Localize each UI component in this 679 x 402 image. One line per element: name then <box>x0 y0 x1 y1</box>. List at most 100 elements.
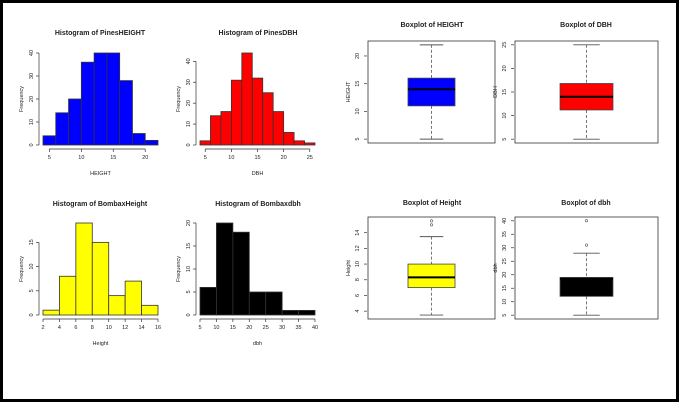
x-tick-label: 5 <box>198 325 201 331</box>
y-tick-label: 30 <box>29 73 35 79</box>
y-axis-label: Frequency <box>19 256 25 282</box>
x-tick-label: 15 <box>230 325 236 331</box>
y-axis-label: Frequency <box>176 86 182 112</box>
histogram-bar <box>281 309 299 316</box>
y-tick-label: 20 <box>186 100 192 106</box>
histogram-bar <box>55 112 69 146</box>
x-tick-label: 4 <box>58 325 61 331</box>
histogram-bar <box>132 133 146 146</box>
y-tick-label: 0 <box>29 143 35 146</box>
y-tick-label: 40 <box>186 58 192 64</box>
x-tick-label: 12 <box>122 325 128 331</box>
histogram-bar <box>42 135 57 146</box>
histogram-bar <box>144 139 159 146</box>
y-tick-label: 40 <box>29 50 35 56</box>
histogram-bar <box>265 291 283 316</box>
y-tick-label: 35 <box>502 231 508 237</box>
y-tick-label: 30 <box>186 79 192 85</box>
chart-title: Boxplot of dbh <box>561 200 610 207</box>
panel-8: Boxplot of dbh 5 10 15 20 25 30 35 40 dbh <box>493 200 659 320</box>
y-axis-label: Frequency <box>19 86 25 112</box>
panel-3: Boxplot of HEIGHT 5 10 15 20 HEIGHT <box>346 22 496 144</box>
plot-frame <box>514 216 659 320</box>
histogram-bar <box>91 241 110 316</box>
panel-7: Boxplot of Height 4 6 8 10 12 14 Height <box>346 200 496 320</box>
box-iqr <box>407 263 456 289</box>
panel-2: Histogram of PinesDBH 5 10 15 20 25 0 10 20 30 40 D… <box>176 30 316 177</box>
y-tick-label: 10 <box>502 299 508 305</box>
histogram-bar <box>248 291 267 316</box>
histogram-bar <box>108 295 126 316</box>
y-tick-label: 15 <box>355 81 361 87</box>
box-iqr <box>407 77 456 107</box>
y-tick-label: 0 <box>186 313 192 316</box>
y-tick-label: 5 <box>502 138 508 141</box>
y-tick-label: 40 <box>502 218 508 224</box>
y-tick-label: 15 <box>502 89 508 95</box>
histogram-bar <box>124 280 142 316</box>
histogram-bar <box>304 142 316 146</box>
x-tick-label: 10 <box>106 325 112 331</box>
chart-title: Histogram of PinesHEIGHT <box>55 30 146 37</box>
histogram-bar <box>106 52 121 146</box>
x-tick-label: 2 <box>41 325 44 331</box>
x-tick-label: 14 <box>139 325 145 331</box>
histogram-bar <box>68 98 82 146</box>
chart-title: Boxplot of HEIGHT <box>401 22 465 29</box>
y-tick-label: 10 <box>29 264 35 270</box>
chart-title: Boxplot of DBH <box>560 22 612 29</box>
x-tick-label: 15 <box>254 155 260 161</box>
histogram-bar <box>141 304 159 316</box>
histogram-bar <box>199 140 211 146</box>
x-tick-label: 5 <box>48 155 51 161</box>
chart-title: Histogram of Bombaxdbh <box>215 201 301 208</box>
x-tick-label: 10 <box>213 325 219 331</box>
y-tick-label: 15 <box>186 243 192 249</box>
chart-title: Histogram of BombaxHeight <box>53 201 148 208</box>
histogram-bar <box>216 222 234 316</box>
y-tick-label: 0 <box>186 143 192 146</box>
box-iqr <box>559 277 614 297</box>
y-tick-label: 10 <box>355 261 361 267</box>
y-tick-label: 8 <box>355 278 361 281</box>
outlier-point <box>429 223 433 227</box>
x-tick-label: 35 <box>296 325 302 331</box>
y-tick-label: 5 <box>29 289 35 292</box>
histogram-bar <box>42 309 60 316</box>
y-tick-label: 6 <box>355 294 361 297</box>
panel-6: Histogram of Bombaxdbh 5 10 15 20 25 30 35 40 0 5 1… <box>176 201 318 347</box>
y-tick-label: 5 <box>186 290 192 293</box>
y-tick-label: 10 <box>355 108 361 114</box>
chart-title: Histogram of PinesDBH <box>219 30 298 37</box>
x-tick-label: 8 <box>91 325 94 331</box>
histogram-bar <box>119 80 133 146</box>
x-tick-label: 25 <box>307 155 313 161</box>
y-tick-label: 10 <box>502 113 508 119</box>
x-tick-label: 6 <box>74 325 77 331</box>
histogram-bar <box>283 132 295 146</box>
histogram-bar <box>262 92 274 146</box>
x-tick-label: 25 <box>263 325 269 331</box>
x-tick-label: 30 <box>279 325 285 331</box>
histogram-bar <box>220 111 232 146</box>
plot-frame <box>367 216 496 320</box>
plot-frame <box>514 40 659 144</box>
histogram-bar <box>251 77 264 146</box>
histogram-bar <box>199 286 217 316</box>
histogram-bar <box>59 275 77 316</box>
x-tick-label: 20 <box>142 155 148 161</box>
outlier-point <box>584 243 588 247</box>
y-axis-label: Height <box>346 260 352 276</box>
y-tick-label: 20 <box>355 53 361 59</box>
y-tick-label: 5 <box>502 314 508 317</box>
y-tick-label: 10 <box>186 266 192 272</box>
histogram-bar <box>75 222 93 316</box>
x-tick-label: 40 <box>312 325 318 331</box>
histogram-bar <box>241 52 253 146</box>
chart-title: Boxplot of Height <box>403 200 462 207</box>
x-tick-label: 20 <box>246 325 252 331</box>
y-tick-label: 15 <box>29 239 35 245</box>
y-tick-label: 20 <box>502 65 508 71</box>
